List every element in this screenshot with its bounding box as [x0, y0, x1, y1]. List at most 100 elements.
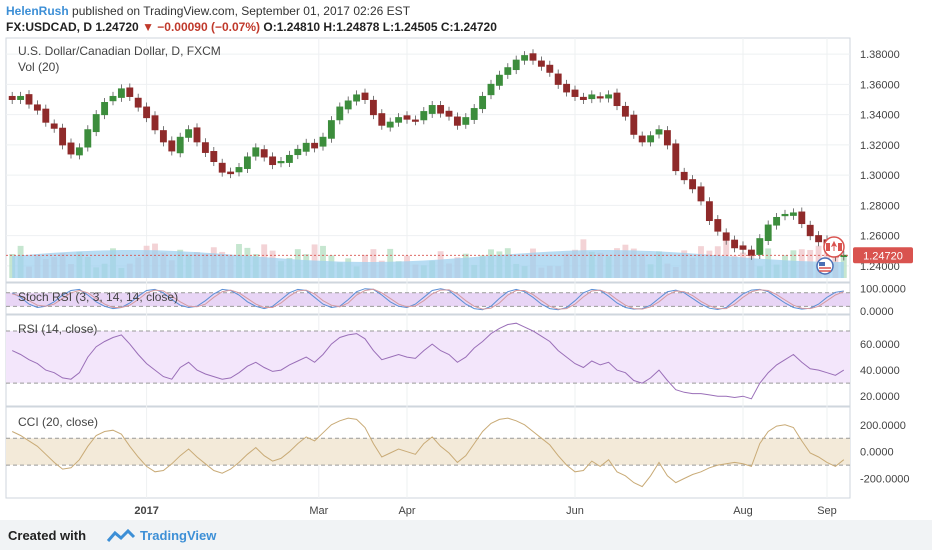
- cci-band: [6, 438, 850, 466]
- candle: [159, 126, 167, 147]
- candle: [294, 144, 302, 160]
- candle: [621, 101, 629, 121]
- stoch-band: [6, 292, 850, 307]
- candle: [764, 220, 772, 246]
- candle: [201, 138, 209, 157]
- candle: [479, 91, 487, 114]
- candle: [369, 95, 377, 120]
- candle: [302, 138, 310, 156]
- candle: [353, 90, 361, 106]
- cci-tick-label: -200.0000: [860, 474, 910, 486]
- candle: [504, 63, 512, 79]
- candle: [714, 215, 722, 236]
- cci-tick-label: 0.0000: [860, 447, 894, 459]
- candle: [781, 209, 789, 221]
- candle: [722, 228, 730, 245]
- candle: [126, 83, 134, 101]
- candle: [319, 132, 327, 151]
- stoch-k-line: [11, 288, 844, 311]
- candle: [101, 97, 109, 120]
- candle: [50, 119, 58, 133]
- rsi-tick-label: 20.0000: [860, 391, 900, 403]
- candle: [739, 241, 747, 254]
- candle: [277, 156, 285, 168]
- candle: [185, 125, 193, 142]
- candle: [168, 136, 176, 156]
- price-tick-label: 1.32000: [860, 140, 900, 152]
- price-change: ▼ −0.00090 (−0.07%): [142, 20, 261, 34]
- price-tick-label: 1.30000: [860, 170, 900, 182]
- candle: [462, 113, 470, 129]
- candle: [773, 212, 781, 230]
- footer-bar: Created with TradingView: [0, 520, 932, 550]
- candle: [546, 60, 554, 77]
- rsi-tick-label: 40.0000: [860, 365, 900, 377]
- rsi-line: [11, 322, 845, 400]
- candle: [731, 235, 739, 253]
- volume-bar: [832, 245, 839, 278]
- candle: [134, 93, 142, 112]
- time-tick-label: Jun: [566, 505, 584, 517]
- axis-labels: 1.38000 1.36000 1.34000 1.32000 1.30000 1.280…: [134, 49, 909, 517]
- candle: [218, 158, 226, 177]
- candle: [756, 234, 764, 259]
- published-text: published on TradingView.com, September …: [68, 4, 411, 18]
- candle: [554, 69, 562, 89]
- candle: [655, 125, 663, 139]
- candle: [378, 109, 386, 130]
- candle: [285, 150, 293, 167]
- candle: [117, 84, 125, 102]
- chart-canvas[interactable]: 1.38000 1.36000 1.34000 1.32000 1.30000 1.280…: [0, 0, 932, 520]
- candle: [210, 146, 218, 167]
- candle: [151, 111, 159, 135]
- candle: [386, 117, 394, 132]
- volume-bars: [9, 239, 847, 278]
- cci-line: [11, 417, 845, 488]
- author-link[interactable]: HelenRush: [6, 4, 69, 18]
- candle: [571, 85, 579, 101]
- canada-flag-icon: [823, 236, 845, 258]
- tradingview-logo-icon: [106, 529, 136, 542]
- price-tick-label: 1.28000: [860, 200, 900, 212]
- rsi-band: [6, 331, 850, 384]
- price-tick-label: 1.38000: [860, 49, 900, 61]
- candle: [269, 152, 277, 170]
- candle: [638, 131, 646, 147]
- us-flag-icon: [816, 257, 834, 275]
- stoch-title: Stoch RSI (3, 3, 14, 14, close): [18, 290, 178, 304]
- stoch-d-line: [12, 288, 844, 310]
- tradingview-brand[interactable]: TradingView: [140, 528, 217, 543]
- candle: [806, 220, 814, 241]
- volume-ma-area: [12, 250, 844, 278]
- candle: [311, 138, 319, 153]
- indicator-lines: [6, 254, 850, 488]
- candle: [92, 110, 100, 137]
- candle: [521, 51, 529, 65]
- candle: [798, 207, 806, 229]
- publish-header: HelenRush published on TradingView.com, …: [6, 3, 410, 19]
- symbol-line: FX:USDCAD, D 1.24720: [6, 20, 139, 34]
- candle: [789, 208, 797, 220]
- rsi-title: RSI (14, close): [18, 322, 97, 336]
- ohlc-values: O:1.24810 H:1.24878 L:1.24505 C:1.24720: [263, 20, 497, 34]
- candle: [428, 101, 436, 118]
- time-tick-label: Apr: [398, 505, 415, 517]
- candle: [42, 104, 50, 127]
- candle: [17, 91, 25, 105]
- candle: [689, 175, 697, 194]
- candle: [495, 70, 503, 90]
- candle: [605, 90, 613, 103]
- time-tick-label: Aug: [733, 505, 753, 517]
- candle: [193, 123, 201, 147]
- candle: [75, 143, 83, 160]
- time-tick-label: Mar: [309, 505, 328, 517]
- candle: [437, 101, 445, 118]
- candle: [596, 92, 604, 103]
- candle: [529, 49, 537, 65]
- price-tick-label: 1.26000: [860, 231, 900, 243]
- candle: [109, 91, 117, 106]
- candle: [33, 100, 41, 115]
- candle: [336, 102, 344, 125]
- candle: [579, 92, 587, 105]
- candle: [697, 182, 705, 206]
